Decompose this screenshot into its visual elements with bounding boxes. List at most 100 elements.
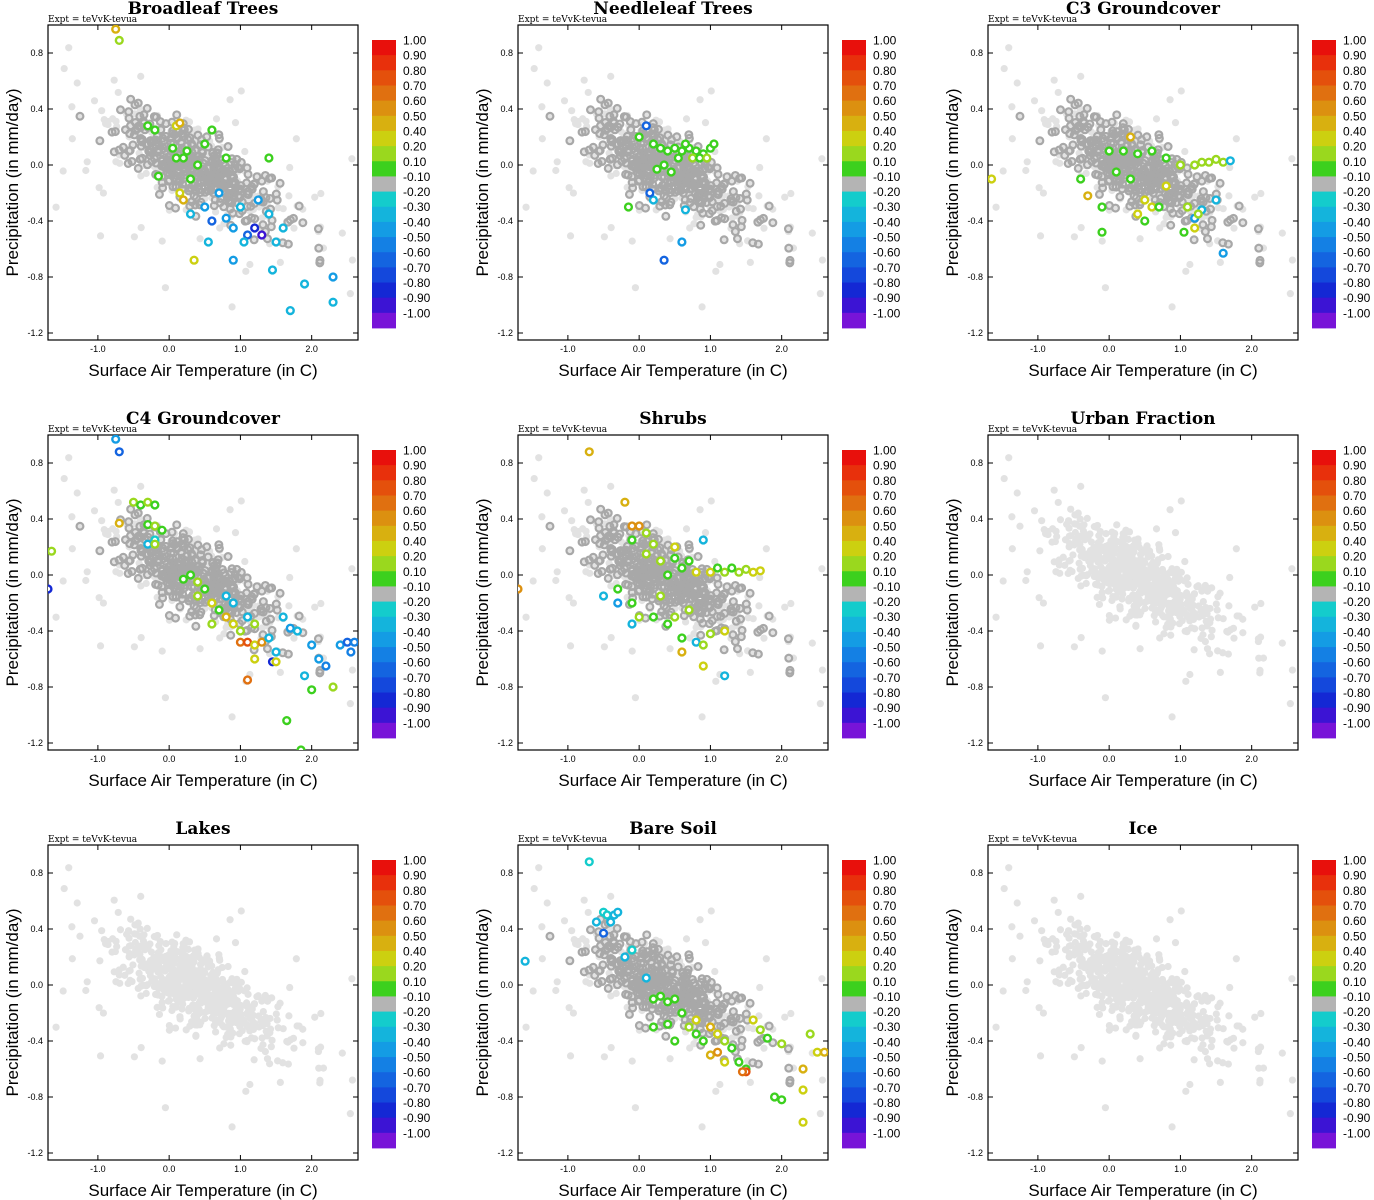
neutral-point — [694, 188, 704, 198]
background-point — [818, 155, 826, 163]
neutral-point — [1149, 177, 1159, 187]
background-point — [286, 163, 294, 172]
neutral-point — [606, 141, 616, 151]
neutral-point — [598, 140, 608, 150]
colored-point — [193, 160, 203, 170]
y-tick-label: -0.4 — [27, 626, 43, 636]
neutral-point — [203, 573, 213, 583]
background-point — [161, 284, 170, 292]
colorbar-swatch — [372, 480, 396, 496]
background-point — [142, 579, 150, 588]
colorbar-swatch — [372, 206, 396, 223]
neutral-point — [655, 201, 665, 211]
colored-point — [264, 153, 274, 163]
neutral-point — [187, 183, 197, 193]
neutral-point — [1114, 176, 1124, 186]
neutral-point — [128, 550, 138, 560]
colorbar-swatch — [372, 40, 396, 56]
neutral-point — [1106, 133, 1116, 143]
neutral-point — [157, 156, 167, 166]
neutral-point — [109, 557, 119, 567]
plot-points — [48, 435, 358, 750]
background-point — [600, 233, 608, 241]
neutral-point — [603, 124, 613, 134]
neutral-point — [209, 177, 219, 187]
neutral-point — [246, 213, 256, 223]
neutral-point — [118, 142, 128, 152]
neutral-point — [250, 608, 260, 618]
background-point — [999, 167, 1007, 175]
background-point — [231, 529, 240, 537]
background-point — [1232, 135, 1240, 143]
x-tick-label: 0.0 — [163, 754, 176, 764]
neutral-point — [135, 154, 145, 164]
y-tick-label: -0.8 — [497, 272, 513, 282]
neutral-point — [136, 141, 146, 151]
colorbar-swatch — [1312, 146, 1336, 162]
neutral-point — [1175, 184, 1185, 194]
neutral-point — [1121, 156, 1131, 166]
neutral-point — [242, 178, 252, 188]
neutral-point — [315, 255, 325, 265]
background-point — [196, 645, 204, 653]
background-point — [137, 582, 145, 590]
background-point — [96, 232, 105, 240]
background-point — [95, 184, 103, 192]
y-tick-label: -0.4 — [27, 216, 43, 226]
y-axis-label: Precipitation (in mm/day) — [473, 88, 492, 276]
colorbar-label: -1.00 — [1343, 306, 1371, 320]
colorbar-label: 1.00 — [873, 34, 897, 48]
neutral-point — [597, 157, 607, 167]
colorbar-swatch — [842, 146, 866, 162]
neutral-point — [672, 132, 682, 142]
neutral-point — [764, 201, 774, 211]
colored-point — [285, 623, 295, 633]
background-point — [1008, 135, 1016, 143]
colored-point — [623, 202, 634, 212]
neutral-point — [137, 547, 147, 557]
neutral-point — [785, 255, 795, 265]
colorbar-label: -0.10 — [1343, 170, 1371, 184]
y-tick-label: 0.0 — [970, 160, 983, 170]
colored-point — [200, 139, 210, 149]
colorbar-swatch — [372, 556, 396, 572]
colored-point — [228, 255, 238, 265]
background-point — [317, 599, 325, 608]
neutral-point — [1015, 111, 1025, 121]
colored-point — [1104, 146, 1114, 156]
background-point — [276, 258, 284, 266]
neutral-point — [212, 568, 222, 578]
background-point — [60, 474, 68, 483]
colored-point — [285, 306, 295, 316]
colored-point — [1161, 181, 1171, 191]
background-point — [560, 97, 569, 105]
background-point — [1219, 205, 1227, 213]
background-point — [228, 303, 236, 311]
background-point — [242, 267, 250, 275]
colored-point — [267, 265, 278, 275]
background-point — [1070, 233, 1078, 241]
neutral-point — [249, 235, 259, 245]
colored-point — [655, 143, 666, 153]
colored-point — [185, 570, 196, 580]
colorbar-label: 0.60 — [403, 94, 427, 108]
colorbar-swatch — [372, 267, 396, 283]
background-point — [82, 576, 90, 585]
colored-point — [634, 132, 644, 142]
neutral-point — [75, 111, 85, 121]
neutral-point — [722, 172, 732, 182]
background-point — [1182, 267, 1190, 275]
neutral-point — [634, 201, 644, 211]
neutral-point — [731, 206, 741, 216]
neutral-point — [266, 222, 276, 232]
neutral-point — [742, 195, 752, 205]
neutral-point — [613, 122, 623, 132]
background-point — [311, 603, 319, 611]
background-point — [607, 72, 615, 80]
neutral-point — [95, 136, 105, 146]
background-point — [311, 193, 319, 201]
neutral-point — [651, 156, 661, 166]
background-point — [52, 613, 60, 621]
colored-point — [1218, 248, 1228, 258]
neutral-point — [657, 183, 667, 193]
